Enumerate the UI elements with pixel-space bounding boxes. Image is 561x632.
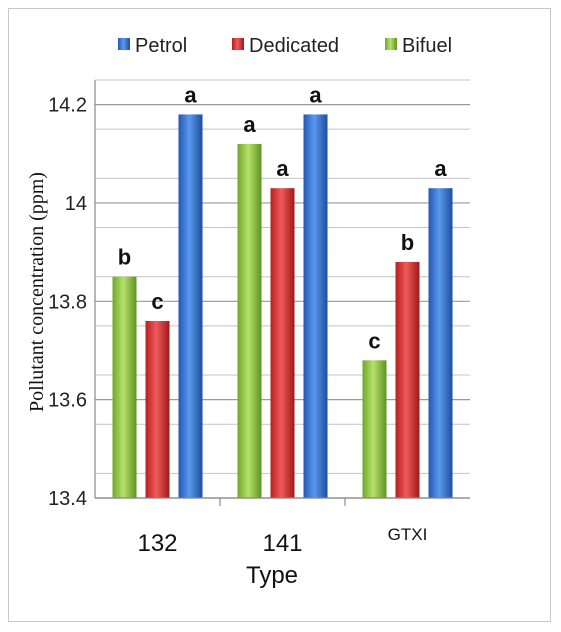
bar-dedicated-132 <box>145 320 170 498</box>
y-tick-label: 14 <box>65 193 87 215</box>
legend-label-bifuel: Bifuel <box>402 35 452 57</box>
data-label: a <box>434 156 447 181</box>
x-tick-label: 132 <box>137 530 177 557</box>
y-tick-label: 13.8 <box>48 291 87 313</box>
y-tick-label: 13.4 <box>48 488 87 510</box>
bar-bifuel-132 <box>112 276 137 498</box>
y-tick-label: 13.6 <box>48 390 87 412</box>
legend-label-dedicated: Dedicated <box>249 35 339 57</box>
data-label: a <box>309 82 322 107</box>
data-label: a <box>184 82 197 107</box>
y-tick-label: 14.2 <box>48 95 87 117</box>
data-label: b <box>118 245 131 270</box>
x-tick-label: 141 <box>262 530 302 557</box>
x-axis-title: Type <box>246 562 298 589</box>
data-label: a <box>243 112 256 137</box>
legend-swatch-bifuel <box>385 38 397 50</box>
data-label: b <box>401 230 414 255</box>
bar-dedicated-141 <box>270 188 295 498</box>
legend-swatch-dedicated <box>232 38 244 50</box>
legend: Petrol Dedicated Bifuel <box>118 35 452 57</box>
bar-petrol-gtxi <box>428 188 453 498</box>
bar-petrol-141 <box>303 114 328 499</box>
axes: 13.4 13.6 13.8 14 14.2 132 141 GTXI <box>48 80 470 557</box>
bar-bifuel-gtxi <box>362 360 387 498</box>
x-tick-label: GTXI <box>388 525 428 544</box>
bars <box>112 114 453 499</box>
y-axis-title: Pollutant concentration (ppm) <box>26 172 48 412</box>
bar-bifuel-141 <box>237 143 262 498</box>
data-label: c <box>151 289 163 314</box>
legend-label-petrol: Petrol <box>135 35 187 57</box>
bar-dedicated-gtxi <box>395 261 420 498</box>
data-label: a <box>276 156 289 181</box>
bar-petrol-132 <box>178 114 203 499</box>
data-label: c <box>368 328 380 353</box>
legend-swatch-petrol <box>118 38 130 50</box>
